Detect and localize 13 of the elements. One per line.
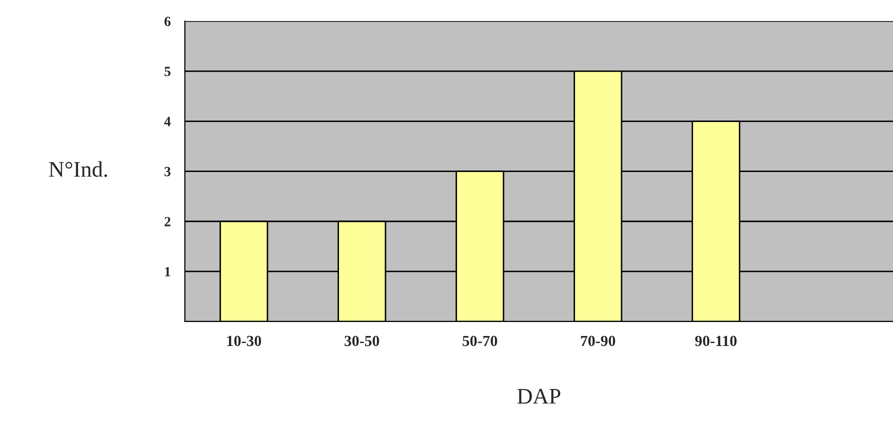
x-tick-label: 10-30 xyxy=(227,336,262,346)
x-tick-label: 30-50 xyxy=(344,336,380,346)
y-axis-title: N°Ind. xyxy=(48,161,107,177)
x-tick-label: 90-110 xyxy=(695,336,737,346)
x-tick-label: 70-90 xyxy=(580,336,616,346)
y-tick-label: 4 xyxy=(164,116,171,126)
y-tick-label: 3 xyxy=(164,166,170,176)
y-tick-label: 2 xyxy=(164,216,170,226)
y-tick-label: 6 xyxy=(164,16,171,26)
x-axis-title: DAP xyxy=(517,388,560,404)
x-tick-label: 50-70 xyxy=(462,336,498,346)
y-tick-label: 5 xyxy=(164,66,170,76)
y-tick-label: 1 xyxy=(165,267,170,276)
